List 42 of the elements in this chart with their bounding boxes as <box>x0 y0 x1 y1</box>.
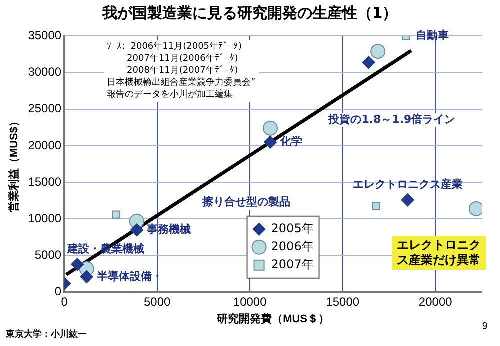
annotation: ｿｰｽ: 2006年11月(2005年ﾃﾞｰﾀ) <box>107 42 242 52</box>
point <box>263 120 278 136</box>
point <box>80 270 94 284</box>
point <box>71 258 84 272</box>
y-tick-label: 30000 <box>28 65 62 80</box>
chart-title: 我が国製造業に見る研究開発の生産性（1） <box>101 4 399 23</box>
y-tick-label: 15000 <box>28 174 62 189</box>
x-tick-label: 10000 <box>233 294 268 309</box>
y-tick-label: 10000 <box>28 212 62 226</box>
y-tick-label: 5000 <box>34 248 62 262</box>
point <box>264 136 277 149</box>
point <box>112 210 121 219</box>
text: 9 <box>482 322 488 332</box>
y-axis-title: 営業利益（MUS$） <box>8 116 21 213</box>
text: 東京大学：小川紘一 <box>6 328 87 341</box>
annotation: 投資の1.8～1.9倍ライン <box>328 112 456 126</box>
y-tick-label: 25000 <box>28 102 62 116</box>
y-tick-label: 20000 <box>28 138 62 152</box>
point <box>362 56 376 70</box>
point <box>130 224 144 237</box>
legend-label: 2005年 <box>271 222 314 236</box>
annotation: 半導体設備・ <box>96 270 163 283</box>
annotation: 2008年11月(2007年ﾃﾞｰﾀ) <box>127 66 238 76</box>
point <box>401 194 414 207</box>
x-tick-label: 15000 <box>326 294 360 309</box>
annotation: 報告のデータを小川が加工編集 <box>107 90 233 100</box>
x-tick-label: 20000 <box>418 294 453 309</box>
annotation: 日本機械輸出組合産業競争力委員会” <box>107 78 256 88</box>
annotation: 自動車 <box>416 29 449 42</box>
annotation: 化学 <box>280 135 302 148</box>
point <box>372 202 380 210</box>
x-axis-title: 研究開発費（MUS＄） <box>216 312 330 326</box>
legend-label: 2006年 <box>271 240 314 254</box>
annotation: 2007年11月(2006年ﾃﾞｰﾀ) <box>127 54 238 64</box>
x-tick-label: 5000 <box>144 294 171 309</box>
point <box>370 44 386 60</box>
y-tick-label: 35000 <box>28 28 62 43</box>
annotation: エレクトロニクス産業 <box>352 178 463 192</box>
annotation: 擦り合せ型の製品 <box>202 196 291 209</box>
legend-label: 2007年 <box>271 258 314 272</box>
annotation: エレクトロニクス産業だけ異常 <box>392 236 486 270</box>
y-tick-label: 0 <box>54 284 62 299</box>
